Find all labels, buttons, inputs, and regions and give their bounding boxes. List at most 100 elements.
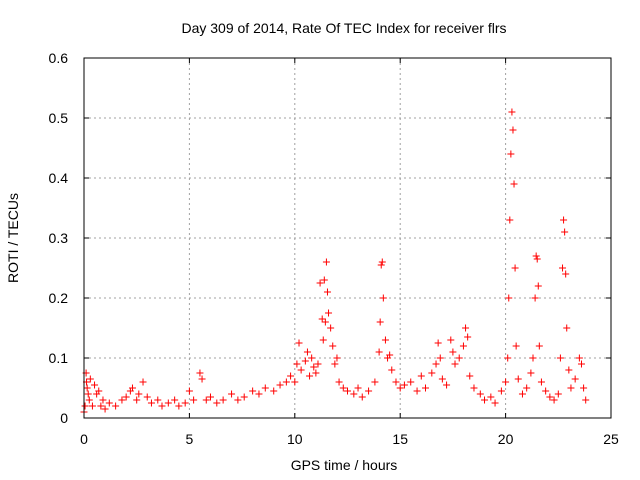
data-point <box>112 402 120 410</box>
data-point <box>219 396 227 404</box>
data-point <box>381 336 389 344</box>
data-point <box>358 393 366 401</box>
data-point <box>523 384 531 392</box>
data-point <box>83 384 91 392</box>
data-point <box>171 396 179 404</box>
data-point <box>318 315 326 323</box>
data-point <box>354 384 362 392</box>
data-point <box>502 378 510 386</box>
data-point <box>559 264 567 272</box>
x-tick-label: 15 <box>392 431 408 447</box>
data-point <box>407 378 415 386</box>
x-axis-ticks: 0 5 10 15 20 25 <box>80 58 619 447</box>
data-point <box>434 339 442 347</box>
data-point <box>560 216 568 224</box>
data-point <box>535 342 543 350</box>
data-point <box>321 318 329 326</box>
y-tick-label: 0.1 <box>49 350 69 366</box>
data-point <box>534 282 542 290</box>
data-point <box>562 270 570 278</box>
data-point <box>329 342 337 350</box>
data-point <box>234 396 242 404</box>
data-point <box>512 342 520 350</box>
data-point <box>400 381 408 389</box>
y-tick-label: 0.3 <box>49 230 69 246</box>
data-point <box>514 375 522 383</box>
data-point <box>295 339 303 347</box>
data-point <box>377 261 385 269</box>
data-point <box>455 354 463 362</box>
data-point <box>303 348 311 356</box>
data-point <box>436 354 444 362</box>
data-point <box>554 390 562 398</box>
data-point <box>85 396 93 404</box>
y-axis-title: ROTI / TECUs <box>5 193 21 283</box>
data-point <box>196 369 204 377</box>
data-point <box>386 351 394 359</box>
data-point <box>511 264 519 272</box>
data-point <box>143 393 151 401</box>
data-point <box>105 399 113 407</box>
data-point <box>449 348 457 356</box>
x-tick-label: 0 <box>80 431 88 447</box>
x-axis-title: GPS time / hours <box>291 457 398 473</box>
data-point <box>413 387 421 395</box>
data-point <box>505 294 513 302</box>
data-point <box>97 402 105 410</box>
data-point <box>371 378 379 386</box>
data-point <box>154 396 162 404</box>
data-point <box>261 384 269 392</box>
data-point <box>282 378 290 386</box>
data-point <box>476 390 484 398</box>
data-point <box>462 324 470 332</box>
data-point <box>81 402 89 410</box>
data-point <box>428 369 436 377</box>
data-point <box>575 354 583 362</box>
data-point <box>128 384 136 392</box>
data-point <box>451 360 459 368</box>
data-point <box>84 390 92 398</box>
data-point <box>580 384 588 392</box>
y-tick-label: 0.6 <box>49 50 69 66</box>
data-point <box>320 276 328 284</box>
y-tick-label: 0.2 <box>49 290 69 306</box>
data-point <box>310 363 318 371</box>
data-point <box>491 399 499 407</box>
data-point <box>571 375 579 383</box>
data-point <box>532 252 540 260</box>
data-point <box>567 384 575 392</box>
data-point <box>533 255 541 263</box>
data-point <box>561 228 569 236</box>
x-tick-label: 5 <box>186 431 194 447</box>
data-point <box>487 393 495 401</box>
data-point <box>529 354 537 362</box>
data-point <box>118 396 126 404</box>
data-point <box>270 387 278 395</box>
data-point <box>122 393 130 401</box>
data-point <box>396 384 404 392</box>
data-point <box>175 402 183 410</box>
data-point <box>497 387 505 395</box>
data-point <box>464 333 472 341</box>
data-point <box>542 387 550 395</box>
data-point <box>379 294 387 302</box>
y-tick-label: 0.4 <box>49 170 69 186</box>
y-tick-label: 0 <box>60 410 68 426</box>
y-tick-label: 0.5 <box>49 110 69 126</box>
data-point <box>459 342 467 350</box>
data-point <box>255 390 263 398</box>
data-point <box>550 396 558 404</box>
data-point <box>316 279 324 287</box>
data-point <box>537 378 545 386</box>
data-point <box>481 396 489 404</box>
data-point <box>306 372 314 380</box>
plot-frame <box>83 57 612 419</box>
data-point <box>291 378 299 386</box>
x-tick-label: 10 <box>287 431 303 447</box>
data-point <box>376 318 384 326</box>
data-point <box>466 372 474 380</box>
data-point <box>438 375 446 383</box>
data-point <box>518 390 526 398</box>
data-point <box>344 387 351 395</box>
